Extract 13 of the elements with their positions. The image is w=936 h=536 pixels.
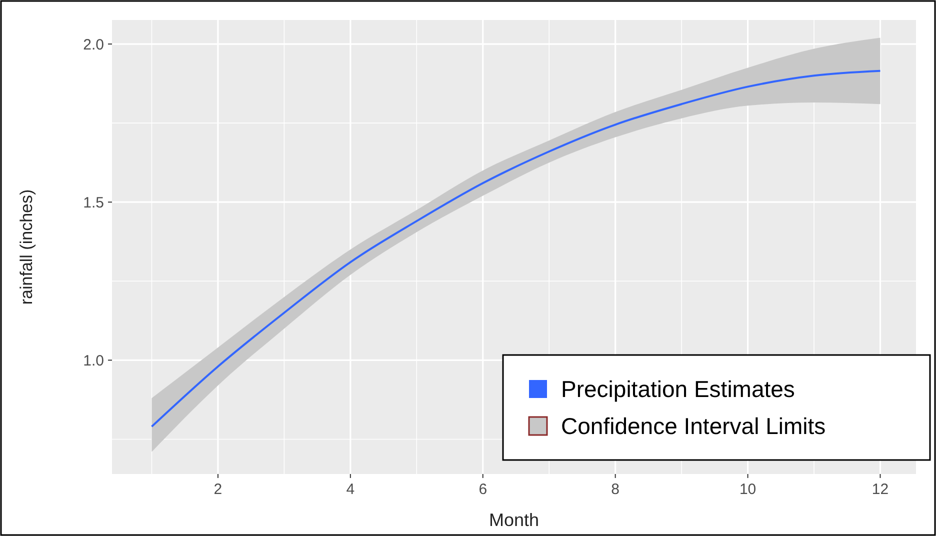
x-tick-label: 10 [739,481,756,498]
y-tick-label: 2.0 [83,36,104,54]
y-tick-label: 1.0 [83,352,104,370]
x-tick-label: 4 [346,481,355,498]
x-tick-label: 2 [214,481,222,498]
legend-label: Precipitation Estimates [561,376,795,402]
x-axis-title: Month [488,510,540,530]
y-tick-label: 1.5 [83,194,104,212]
annotation: Confidence Interval Limits [561,413,826,440]
x-tick-label: 8 [611,481,620,498]
x-tick-label: 6 [478,481,488,498]
y-axis-title: rainfall (inches) [17,189,36,305]
x-tick-label: 12 [872,481,889,498]
